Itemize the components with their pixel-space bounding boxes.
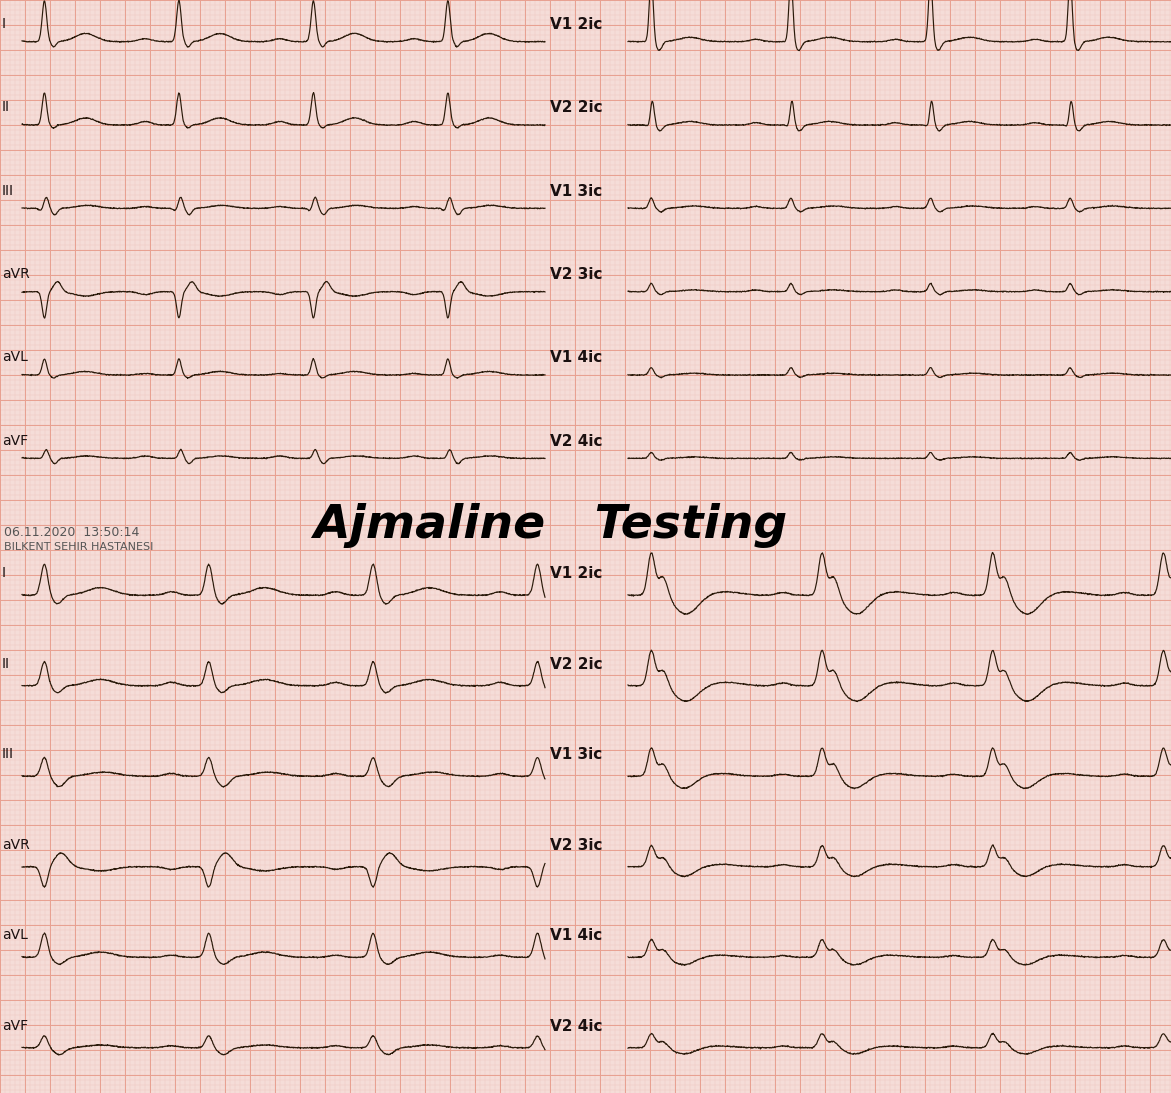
Text: V1 3ic: V1 3ic xyxy=(550,184,602,199)
Text: aVF: aVF xyxy=(2,1019,28,1033)
Text: Ajmaline   Testing: Ajmaline Testing xyxy=(314,503,787,548)
Text: V2 3ic: V2 3ic xyxy=(550,267,603,282)
Text: aVF: aVF xyxy=(2,434,28,447)
Text: aVR: aVR xyxy=(2,837,29,851)
Text: II: II xyxy=(2,657,11,670)
Text: V2 4ic: V2 4ic xyxy=(550,1019,603,1034)
Text: III: III xyxy=(2,184,14,198)
Text: V2 4ic: V2 4ic xyxy=(550,434,603,448)
Text: V1 4ic: V1 4ic xyxy=(550,928,602,943)
Text: aVL: aVL xyxy=(2,928,28,942)
Text: V2 3ic: V2 3ic xyxy=(550,837,603,853)
Text: BILKENT SEHIR HASTANESI: BILKENT SEHIR HASTANESI xyxy=(4,542,153,552)
Text: V2 2ic: V2 2ic xyxy=(550,101,603,115)
Text: V1 4ic: V1 4ic xyxy=(550,350,602,365)
Text: V1 2ic: V1 2ic xyxy=(550,566,602,581)
Text: I: I xyxy=(2,566,6,580)
Text: I: I xyxy=(2,16,6,31)
Text: II: II xyxy=(2,101,11,114)
Text: 06.11.2020  13:50:14: 06.11.2020 13:50:14 xyxy=(4,527,139,540)
Text: aVL: aVL xyxy=(2,350,28,364)
Text: V1 3ic: V1 3ic xyxy=(550,747,602,762)
Text: V2 2ic: V2 2ic xyxy=(550,657,603,671)
Text: aVR: aVR xyxy=(2,267,29,281)
Text: III: III xyxy=(2,747,14,761)
Text: V1 2ic: V1 2ic xyxy=(550,16,602,32)
